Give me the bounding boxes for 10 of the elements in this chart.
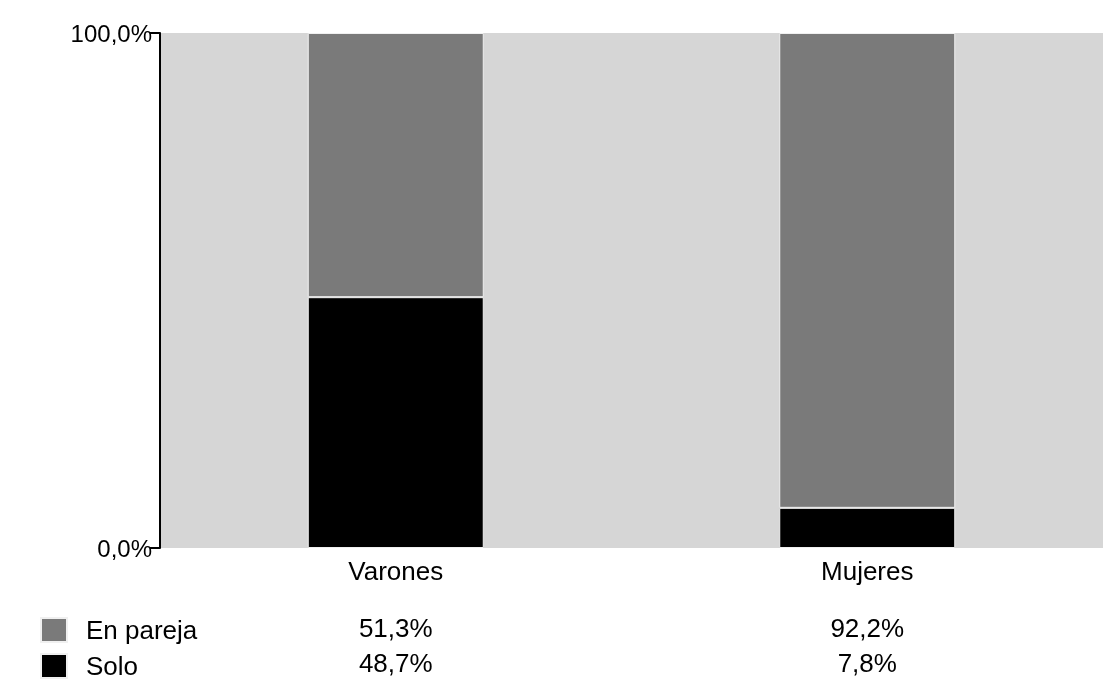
legend-label: Solo xyxy=(86,651,139,681)
data-label: 48,7% xyxy=(358,648,433,678)
y-tick-label: 100,0% xyxy=(70,19,152,47)
data-label: 51,3% xyxy=(358,613,433,643)
data-label: 7,8% xyxy=(837,648,897,678)
x-tick-label: Varones xyxy=(348,556,444,586)
y-tick-label: 0,0% xyxy=(97,534,152,562)
legend-label: En pareja xyxy=(86,615,198,645)
x-tick-label: Mujeres xyxy=(821,556,914,586)
data-label: 92,2% xyxy=(830,613,905,643)
